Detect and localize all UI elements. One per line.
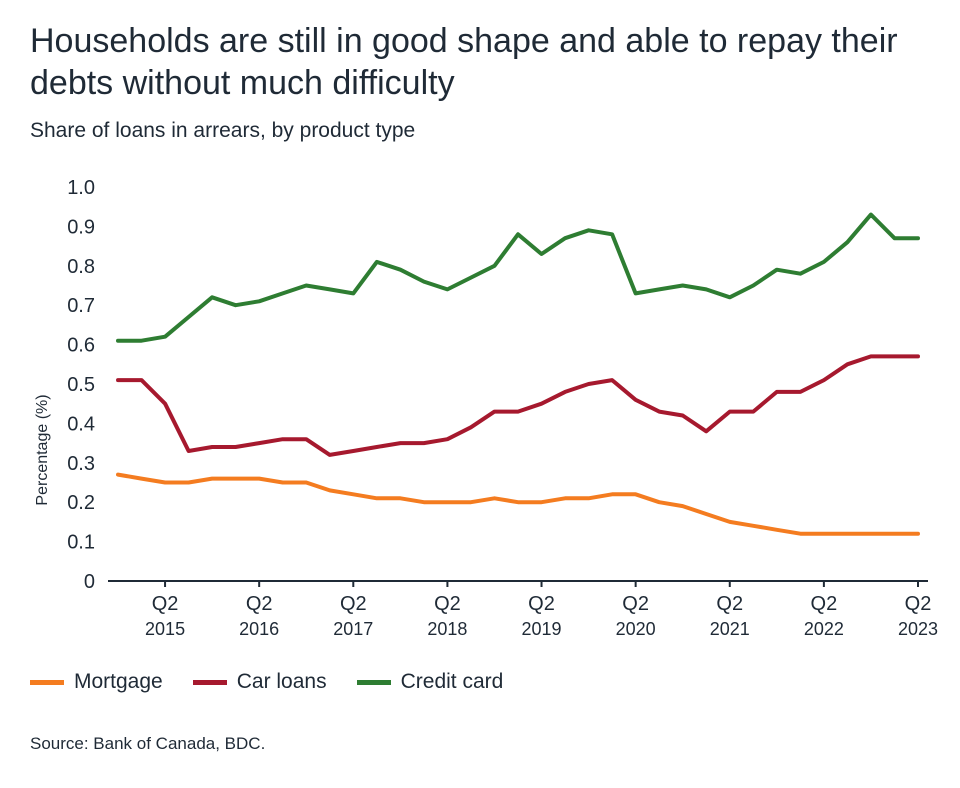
x-tick-year-label: 2022 — [804, 619, 844, 639]
source-note: Source: Bank of Canada, BDC. — [30, 734, 266, 753]
legend-item-car-loans: Car loans — [192, 670, 327, 694]
x-tick-year-label: 2017 — [333, 619, 373, 639]
x-tick-year-label: 2016 — [239, 619, 279, 639]
series-lines — [116, 212, 920, 536]
legend: Mortgage Car loans Credit card — [30, 670, 533, 694]
y-tick-label: 0.4 — [67, 413, 95, 435]
legend-swatch-credit-card — [356, 679, 391, 685]
legend-swatch-car-loans — [192, 679, 227, 685]
legend-item-credit-card: Credit card — [356, 670, 504, 694]
legend-label-car-loans: Car loans — [236, 670, 327, 693]
y-tick-label: 0 — [84, 571, 95, 593]
x-tick-year-label: 2018 — [427, 619, 467, 639]
y-tick-label: 0.1 — [67, 532, 95, 554]
x-axis-ticks: Q2 2015 Q2 2016 Q2 2017 Q2 2018 Q2 2019 Q2 2020 Q2 20… — [145, 581, 938, 639]
x-tick-quarter-label: Q2 — [622, 593, 649, 615]
series-line-car-loans — [116, 354, 920, 457]
series-line-mortgage — [116, 472, 920, 536]
y-axis-label: Percentage (%) — [34, 394, 51, 505]
y-tick-label: 0.8 — [67, 256, 95, 278]
x-tick-quarter-label: Q2 — [246, 593, 273, 615]
chart-title: Households are still in good shape and a… — [30, 22, 898, 102]
x-tick-year-label: 2021 — [710, 619, 750, 639]
legend-swatch-mortgage — [30, 679, 64, 685]
x-tick-year-label: 2019 — [522, 619, 562, 639]
series-line-credit-card — [116, 212, 920, 343]
chart-subtitle: Share of loans in arrears, by product ty… — [30, 119, 416, 142]
legend-label-mortgage: Mortgage — [74, 670, 163, 693]
line-chart: 00.10.20.30.40.50.60.70.80.91.0 Q22015Q2… — [34, 177, 938, 639]
y-tick-label: 0.6 — [67, 335, 95, 357]
y-tick-label: 0.5 — [67, 374, 95, 396]
x-tick-quarter-label: Q2 — [434, 593, 461, 615]
x-tick-quarter-label: Q2 — [152, 593, 179, 615]
y-tick-label: 0.7 — [67, 295, 95, 317]
x-tick-quarter-label: Q2 — [716, 593, 743, 615]
y-axis-ticks: 0 0.1 0.2 0.3 0.4 0.5 0.6 0.7 0.8 0.9 1.0 — [67, 177, 95, 593]
x-tick-quarter-label: Q2 — [340, 593, 367, 615]
y-tick-label: 0.9 — [67, 216, 95, 238]
y-tick-label: 0.2 — [67, 492, 95, 514]
x-tick-quarter-label: Q2 — [905, 593, 932, 615]
legend-item-mortgage: Mortgage — [30, 670, 163, 694]
x-tick-quarter-label: Q2 — [811, 593, 838, 615]
legend-label-credit-card: Credit card — [400, 670, 504, 693]
y-tick-label: 1.0 — [67, 177, 95, 199]
x-tick-quarter-label: Q2 — [528, 593, 555, 615]
x-tick-year-label: 2023 — [898, 619, 938, 639]
x-tick-year-label: 2020 — [616, 619, 656, 639]
y-tick-label: 0.3 — [67, 453, 95, 475]
x-tick-year-label: 2015 — [145, 619, 185, 639]
